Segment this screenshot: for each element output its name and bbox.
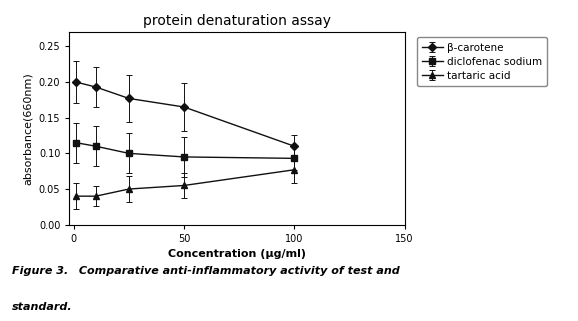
Title: protein denaturation assay: protein denaturation assay [143, 14, 331, 28]
Legend: β-carotene, diclofenac sodium, tartaric acid: β-carotene, diclofenac sodium, tartaric … [417, 37, 547, 86]
Text: Comparative anti-inflammatory activity of test and: Comparative anti-inflammatory activity o… [75, 266, 400, 276]
Y-axis label: absorbance(660nm): absorbance(660nm) [23, 72, 33, 185]
Text: Figure 3.: Figure 3. [12, 266, 68, 276]
X-axis label: Concentration (μg/ml): Concentration (μg/ml) [168, 249, 306, 259]
Text: standard.: standard. [12, 302, 72, 312]
